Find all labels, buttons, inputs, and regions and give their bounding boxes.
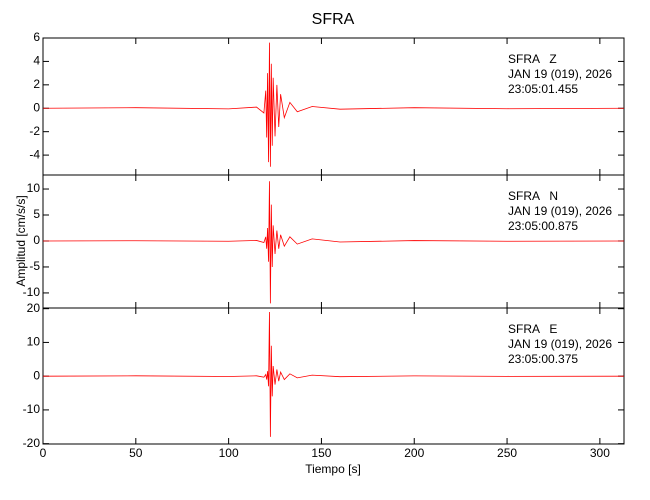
waveform [42, 181, 625, 304]
y-tick-label: 4 [33, 54, 40, 68]
x-tick-label: 0 [40, 446, 47, 460]
annotation: SFRA N [508, 189, 558, 203]
annotation: 23:05:00.375 [508, 352, 578, 366]
y-tick-label: -5 [29, 259, 40, 273]
y-tick-label: -2 [29, 124, 40, 138]
y-tick-label: 0 [33, 368, 40, 382]
y-tick-label: 10 [27, 335, 41, 349]
y-tick-label: 10 [27, 181, 41, 195]
x-axis-label: Tiempo [s] [305, 462, 361, 476]
x-tick-label: 250 [497, 446, 517, 460]
annotation: 23:05:01.455 [508, 82, 578, 96]
waveform [42, 312, 625, 437]
y-tick-label: 5 [33, 207, 40, 221]
annotation: JAN 19 (019), 2026 [508, 204, 612, 218]
annotation: SFRA E [508, 322, 557, 336]
y-axis-label: Amplitud [cm/s/s] [14, 195, 28, 286]
y-tick-label: -10 [23, 402, 41, 416]
x-tick-label: 150 [311, 446, 331, 460]
y-tick-label: 2 [33, 77, 40, 91]
y-tick-label: -20 [23, 436, 41, 450]
y-tick-label: 0 [33, 233, 40, 247]
annotation: JAN 19 (019), 2026 [508, 67, 612, 81]
annotation: JAN 19 (019), 2026 [508, 337, 612, 351]
x-tick-label: 300 [590, 446, 610, 460]
annotation: SFRA Z [508, 52, 557, 66]
y-tick-label: 0 [33, 100, 40, 114]
chart-title: SFRA [312, 11, 355, 28]
annotation: 23:05:00.875 [508, 219, 578, 233]
x-tick-label: 100 [219, 446, 239, 460]
y-tick-label: -10 [23, 285, 41, 299]
waveform [42, 42, 625, 167]
x-tick-label: 200 [404, 446, 424, 460]
y-tick-label: -4 [29, 147, 40, 161]
y-tick-label: 6 [33, 30, 40, 44]
x-tick-label: 50 [129, 446, 143, 460]
y-tick-label: 20 [27, 301, 41, 315]
